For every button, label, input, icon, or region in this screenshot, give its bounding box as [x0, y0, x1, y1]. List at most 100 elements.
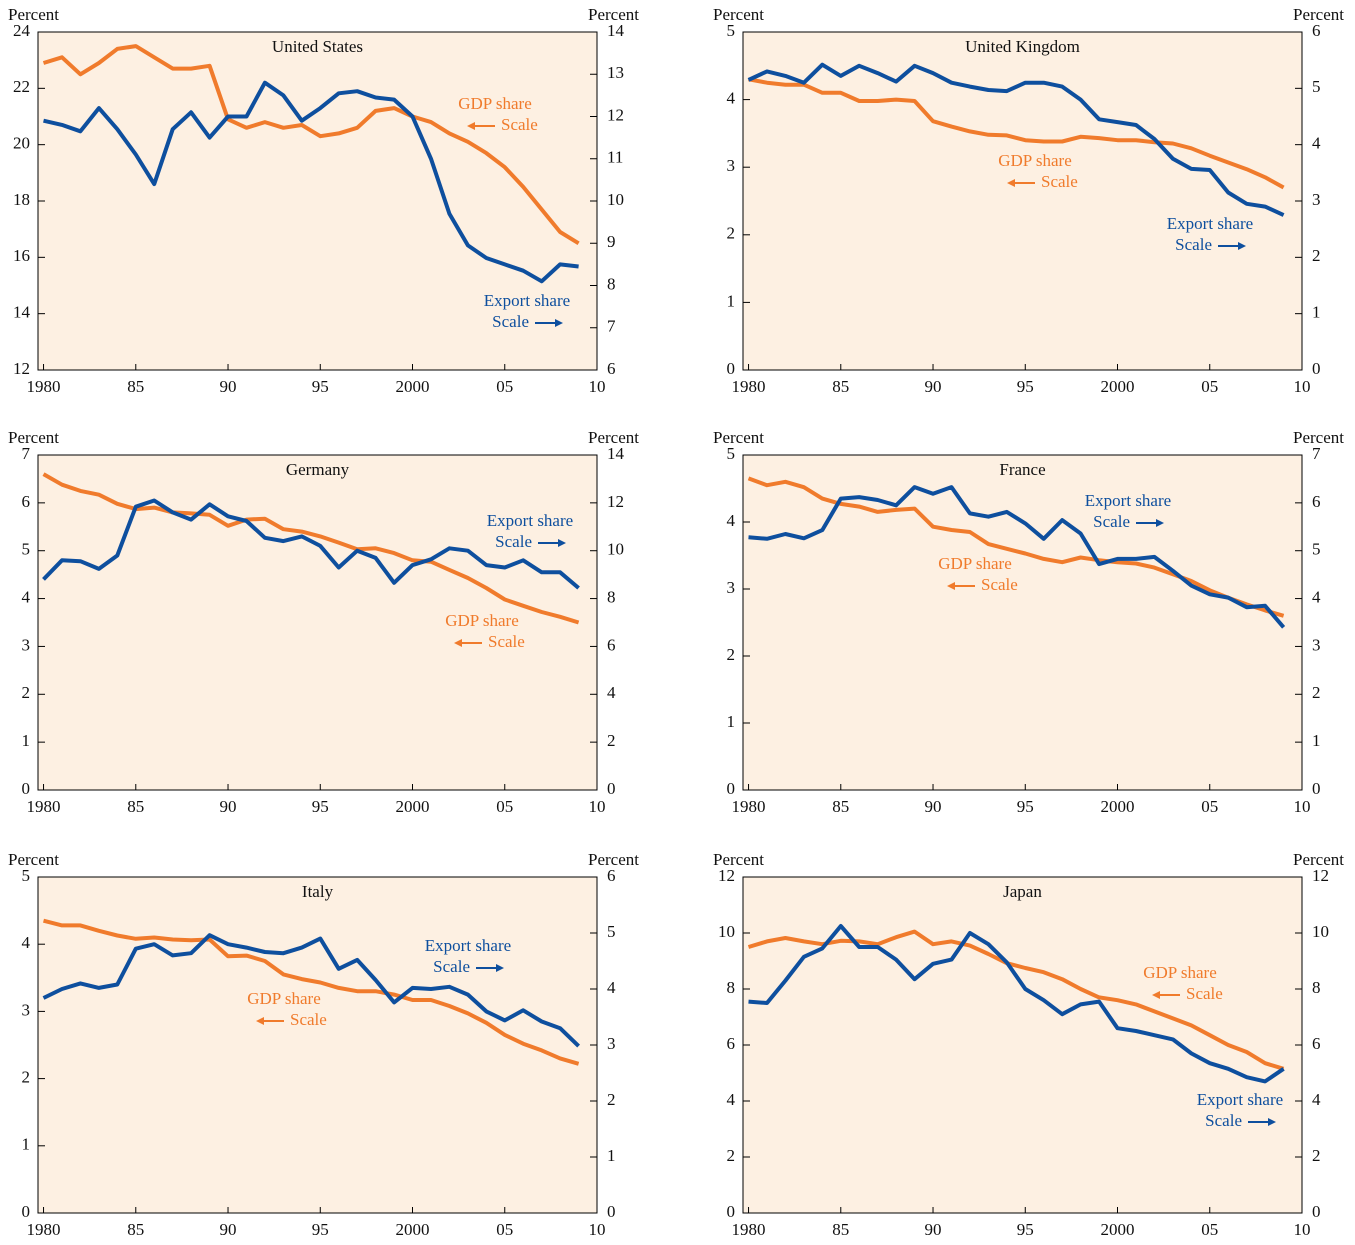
- y-tick-label: 4: [727, 1090, 736, 1109]
- y2-tick-label: 2: [1312, 1146, 1321, 1165]
- y-axis-label: Percent: [713, 5, 764, 24]
- scale-label: Scale: [501, 115, 538, 134]
- y-tick-label: 12: [13, 359, 30, 378]
- y2-tick-label: 3: [1312, 190, 1321, 209]
- scale-arrowhead: [467, 122, 475, 130]
- scale-label: Scale: [1186, 984, 1223, 1003]
- y-tick-label: 5: [22, 866, 31, 885]
- scale-label: Scale: [1175, 235, 1212, 254]
- y2-tick-label: 2: [1312, 683, 1321, 702]
- scale-arrowhead: [1238, 242, 1246, 250]
- y2-tick-label: 11: [607, 148, 623, 167]
- x-tick-label: 10: [589, 377, 606, 396]
- y2-tick-label: 6: [1312, 21, 1321, 40]
- y2-tick-label: 4: [1312, 587, 1321, 606]
- y-tick-label: 3: [727, 578, 736, 597]
- y-tick-label: 20: [13, 134, 30, 153]
- y-tick-label: 22: [13, 77, 30, 96]
- y-tick-label: 5: [22, 540, 31, 559]
- scale-arrowhead: [558, 539, 566, 547]
- scale-label: Scale: [1205, 1111, 1242, 1130]
- scale-label: Scale: [433, 957, 470, 976]
- x-tick-label: 2000: [396, 1220, 430, 1239]
- y2-tick-label: 4: [607, 978, 616, 997]
- panel-title: United Kingdom: [965, 37, 1080, 56]
- x-tick-label: 85: [127, 1220, 144, 1239]
- x-tick-label: 95: [312, 377, 329, 396]
- x-tick-label: 05: [1201, 377, 1218, 396]
- y-axis-label: Percent: [8, 428, 59, 447]
- y-tick-label: 2: [727, 224, 736, 243]
- scale-label: Scale: [488, 632, 525, 651]
- y-tick-label: 3: [22, 1000, 31, 1019]
- plot-area: [37, 31, 598, 371]
- y2-tick-label: 8: [607, 274, 616, 293]
- y-tick-label: 1: [22, 1135, 31, 1154]
- y-tick-label: 2: [22, 1068, 31, 1087]
- series-label: GDP share: [458, 94, 532, 113]
- y2-tick-label: 3: [607, 1034, 616, 1053]
- y-axis-label: Percent: [713, 428, 764, 447]
- panel-title: Japan: [1003, 882, 1042, 901]
- y2-tick-label: 4: [1312, 1090, 1321, 1109]
- y2-tick-label: 6: [1312, 492, 1321, 511]
- y2-tick-label: 14: [607, 21, 625, 40]
- y2-tick-label: 1: [1312, 731, 1321, 750]
- y2-tick-label: 14: [607, 444, 625, 463]
- y2-tick-label: 12: [607, 105, 624, 124]
- scale-arrowhead: [1007, 179, 1015, 187]
- panel-title: Germany: [286, 460, 350, 479]
- y-tick-label: 3: [727, 156, 736, 175]
- x-tick-label: 95: [1017, 377, 1034, 396]
- x-tick-label: 10: [589, 1220, 606, 1239]
- y-tick-label: 18: [13, 190, 30, 209]
- y-tick-label: 0: [727, 359, 736, 378]
- y-tick-label: 6: [727, 1034, 736, 1053]
- scale-label: Scale: [492, 312, 529, 331]
- y2-axis-label: Percent: [1293, 850, 1344, 869]
- series-label: Export share: [484, 291, 570, 310]
- y2-tick-label: 8: [1312, 978, 1321, 997]
- y2-tick-label: 0: [1312, 359, 1321, 378]
- series-line: [747, 62, 1285, 217]
- x-tick-label: 95: [1017, 1220, 1034, 1239]
- scale-arrowhead: [1156, 519, 1164, 527]
- x-tick-label: 90: [220, 797, 237, 816]
- y2-tick-label: 12: [607, 492, 624, 511]
- y2-tick-label: 6: [1312, 1034, 1321, 1053]
- x-tick-label: 10: [1294, 1220, 1311, 1239]
- y2-tick-label: 4: [607, 683, 616, 702]
- x-tick-label: 85: [832, 377, 849, 396]
- y2-tick-label: 5: [607, 922, 616, 941]
- series-label: Export share: [1085, 491, 1171, 510]
- x-tick-label: 85: [127, 377, 144, 396]
- y2-tick-label: 0: [607, 779, 616, 798]
- x-tick-label: 10: [1294, 377, 1311, 396]
- y-tick-label: 2: [727, 1146, 736, 1165]
- x-tick-label: 90: [925, 1220, 942, 1239]
- scale-arrowhead: [496, 964, 504, 972]
- y2-tick-label: 7: [1312, 444, 1321, 463]
- y2-tick-label: 7: [607, 317, 616, 336]
- panel-title: France: [999, 460, 1045, 479]
- y2-tick-label: 1: [1312, 303, 1321, 322]
- scale-arrowhead: [947, 582, 955, 590]
- x-tick-label: 1980: [27, 797, 61, 816]
- y2-tick-label: 1: [607, 1146, 616, 1165]
- x-tick-label: 95: [312, 797, 329, 816]
- y-tick-label: 8: [727, 978, 736, 997]
- y2-tick-label: 0: [1312, 779, 1321, 798]
- x-tick-label: 85: [832, 1220, 849, 1239]
- series-label: Export share: [1167, 214, 1253, 233]
- x-tick-label: 2000: [1101, 1220, 1135, 1239]
- x-tick-label: 10: [1294, 797, 1311, 816]
- x-tick-label: 2000: [1101, 797, 1135, 816]
- scale-arrowhead: [256, 1017, 264, 1025]
- x-tick-label: 05: [496, 797, 513, 816]
- y2-tick-label: 10: [1312, 922, 1329, 941]
- y2-tick-label: 5: [1312, 540, 1321, 559]
- x-tick-label: 2000: [396, 797, 430, 816]
- y2-tick-label: 0: [607, 1202, 616, 1221]
- y2-tick-label: 6: [607, 866, 616, 885]
